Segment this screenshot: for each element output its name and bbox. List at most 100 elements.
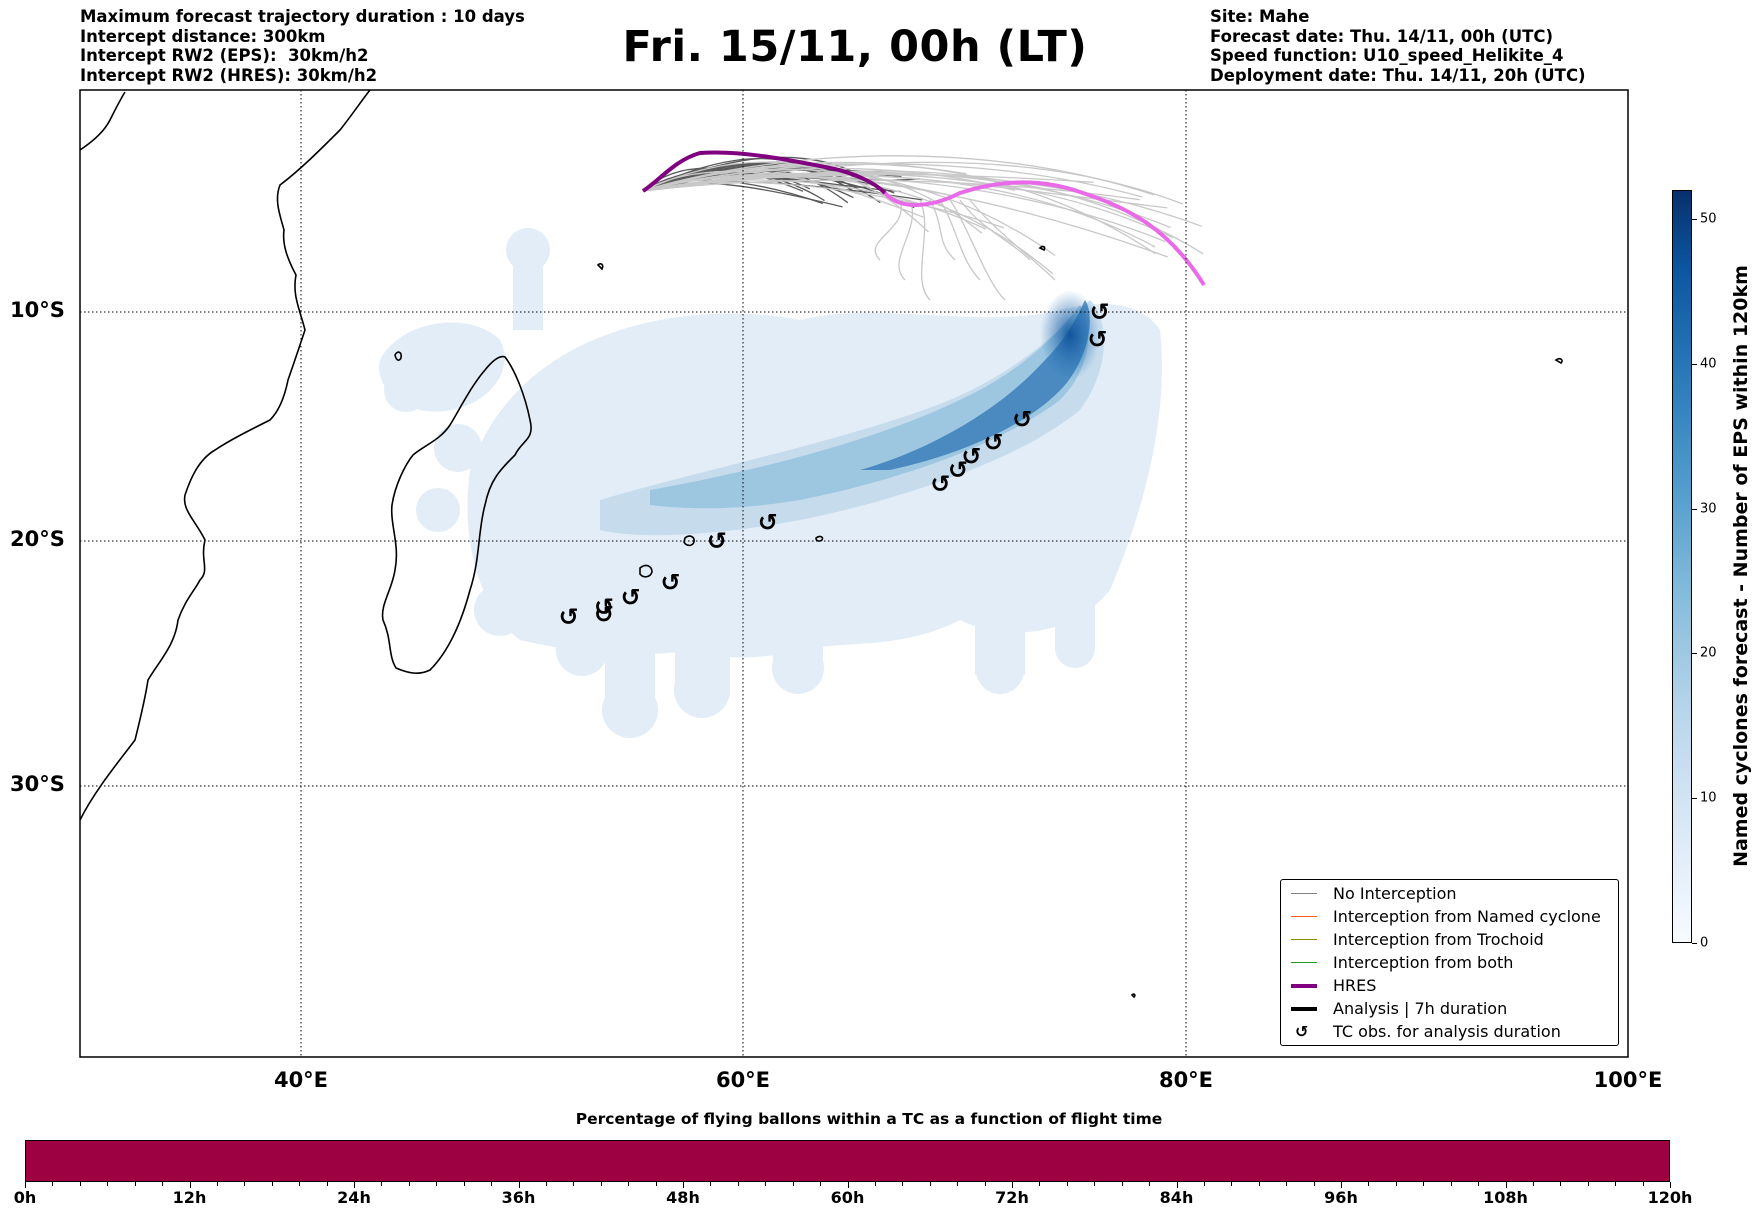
eps-track (898, 199, 913, 281)
cyclone-obs-icon: ↺ (930, 470, 950, 498)
time-minor-tick (1066, 1182, 1068, 1186)
legend-item-hres: HRES (1281, 975, 1618, 997)
time-minor-tick (107, 1182, 109, 1186)
time-major-tick (1341, 1182, 1342, 1188)
cyclone-obs-icon: ↺ (621, 583, 641, 611)
time-major-tick (847, 1182, 849, 1188)
legend-item-no-interception: No Interception (1281, 883, 1618, 905)
cyclone-obs-icon: ↺ (983, 429, 1003, 457)
time-minor-tick (1368, 1182, 1370, 1186)
legend-item-both: Interception from both (1281, 952, 1618, 974)
time-minor-tick (628, 1182, 630, 1186)
time-tick-label: 108h (1483, 1188, 1528, 1207)
cyclone-obs-icon: ↺ (594, 593, 614, 621)
madagascar-coastline (381, 355, 532, 674)
time-minor-tick (1231, 1182, 1233, 1186)
legend-swatch (1291, 962, 1317, 963)
time-minor-tick (1395, 1182, 1397, 1186)
time-minor-tick (271, 1182, 273, 1186)
time-minor-tick (1094, 1182, 1096, 1186)
colorbar-tick (1692, 363, 1697, 365)
cyclone-obs-icon: ↺ (948, 456, 968, 484)
time-minor-tick (874, 1182, 876, 1186)
time-minor-tick (436, 1182, 438, 1186)
arabia-coastline (80, 91, 126, 151)
time-major-tick (1176, 1182, 1178, 1188)
time-minor-tick (1258, 1182, 1260, 1186)
time-minor-tick (381, 1182, 383, 1186)
time-minor-tick (1560, 1182, 1562, 1186)
time-minor-tick (820, 1182, 822, 1186)
time-major-tick (189, 1182, 191, 1188)
eps-track (959, 199, 1031, 261)
colorbar-tick-label: 0 (1700, 935, 1709, 951)
time-minor-tick (710, 1182, 712, 1186)
time-tick-label: 12h (172, 1188, 207, 1207)
header-right-line: Site: Mahe (1210, 7, 1310, 26)
time-minor-tick (52, 1182, 54, 1186)
eps-track (919, 199, 931, 301)
time-minor-tick (655, 1182, 657, 1186)
time-minor-tick (545, 1182, 547, 1186)
legend-swatch (1291, 939, 1317, 940)
africa-coastline (80, 90, 371, 821)
cyclone-obs-icon: ↺ (1012, 406, 1032, 434)
time-minor-tick (1203, 1182, 1205, 1186)
colorbar-tick-label: 50 (1700, 211, 1717, 227)
time-minor-tick (79, 1182, 81, 1186)
time-minor-tick (1149, 1182, 1151, 1186)
time-minor-tick (1450, 1182, 1452, 1186)
colorbar-tick (1692, 798, 1697, 800)
time-minor-tick (1615, 1182, 1617, 1186)
colorbar-tick-label: 20 (1700, 645, 1717, 661)
cyclone-obs-icon: ↺ (1090, 298, 1110, 326)
eps-track (642, 179, 1140, 201)
lon-label: 100°E (1593, 1068, 1663, 1092)
time-minor-tick (929, 1182, 931, 1186)
rodrigues-island (815, 535, 824, 542)
tc-observations: ↺↺↺↺↺↺↺↺↺↺↺↺↺↺ (559, 298, 1110, 631)
cyclone-obs-icon: ↺ (660, 569, 680, 597)
cyclone-obs-icon: ↺ (961, 442, 981, 470)
time-minor-tick (957, 1182, 959, 1186)
time-major-tick (354, 1182, 355, 1188)
time-major-tick (25, 1182, 26, 1188)
time-minor-tick (1423, 1182, 1425, 1186)
time-tick-label: 72h (995, 1188, 1029, 1207)
eps-track (642, 161, 1184, 205)
time-tick-label: 24h (337, 1188, 371, 1207)
eps-trajectories (642, 155, 1204, 301)
time-minor-tick (134, 1182, 136, 1186)
time-minor-tick (326, 1182, 328, 1186)
time-tick-label: 84h (1159, 1188, 1194, 1207)
time-tick-label: 36h (501, 1188, 536, 1207)
header-left-line: Intercept RW2 (HRES): 30km/h2 (80, 65, 378, 85)
legend-item-tc-obs: ↺ TC obs. for analysis duration (1281, 1021, 1618, 1043)
density-colorbar (1672, 190, 1692, 943)
legend-label: Interception from Named cyclone (1333, 907, 1601, 926)
eps-track (642, 172, 1203, 227)
cyclone-icon: ↺ (1295, 1022, 1309, 1041)
hres-trajectory (641, 150, 887, 195)
time-minor-tick (1478, 1182, 1480, 1186)
eps-track (642, 166, 983, 234)
time-minor-tick (1532, 1182, 1534, 1186)
map-legend: No Interception Interception from Named … (1280, 879, 1619, 1046)
time-minor-tick (1642, 1182, 1644, 1186)
lon-label: 40°E (273, 1068, 329, 1092)
time-major-tick (1505, 1182, 1507, 1188)
time-minor-tick (1313, 1182, 1315, 1186)
time-minor-tick (299, 1182, 301, 1186)
lat-label: 10°S (10, 298, 65, 322)
time-tick-label: 96h (1324, 1188, 1358, 1207)
time-minor-tick (1286, 1182, 1288, 1186)
time-minor-tick (573, 1182, 575, 1186)
time-minor-tick (244, 1182, 246, 1186)
lon-label: 80°E (1158, 1068, 1214, 1092)
colorbar-tick-label: 40 (1700, 356, 1717, 372)
time-minor-tick (1587, 1182, 1589, 1186)
eps-track (969, 199, 1056, 281)
coastlines (80, 90, 1563, 999)
time-tick-label: 0h (13, 1188, 37, 1207)
